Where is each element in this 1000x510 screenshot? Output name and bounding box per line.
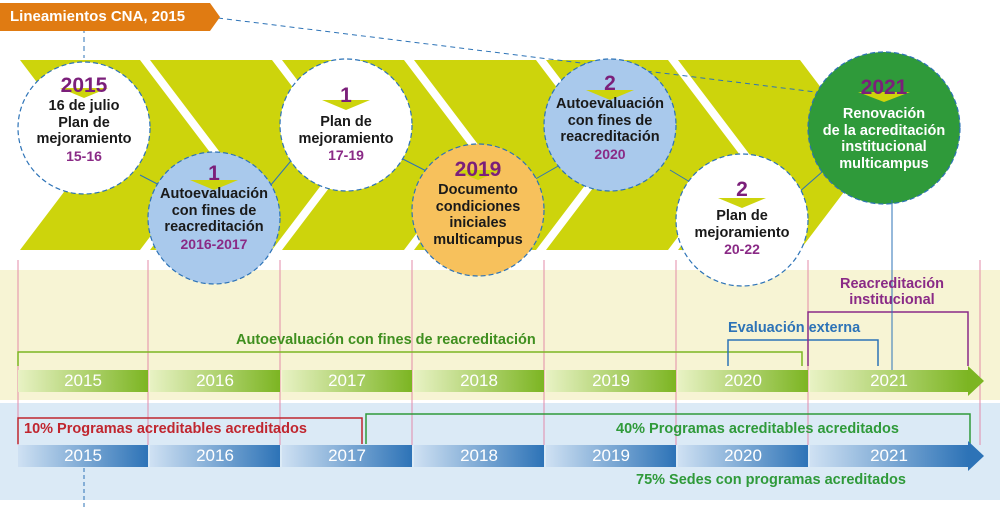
milestone-2015: 2015 16 de julio Plan de mejoramiento 15… [24,74,144,164]
blue-year-2021: 2021 [870,446,908,465]
milestone-2019: 2019 Documento condiciones iniciales mul… [418,158,538,249]
green-year-labels: 2015 2016 2017 2018 2019 2020 2021 [0,370,1000,392]
milestone-circle-autoeval-2 [543,58,677,192]
green-year-2019: 2019 [592,371,630,390]
programs-10-bracket [17,417,363,444]
sedes-75-label: 75% Sedes con programas acreditados [636,472,906,488]
milestone-line: institucional [841,139,927,156]
milestone-line: mejoramiento [298,130,394,147]
autoeval-bracket [17,351,803,366]
milestone-sub: 15-16 [66,148,102,165]
milestone-line: mejoramiento [694,224,790,241]
milestone-line: Autoevaluación [160,186,268,203]
milestone-sub: 2016-2017 [180,236,248,253]
milestone-line: Documento [438,182,518,199]
milestone-line: Plan de [320,114,372,131]
blue-year-2020: 2020 [724,446,762,465]
milestone-plan-2: 2 Plan de mejoramiento 20-22 [682,178,802,258]
milestone-line: multicampus [839,156,929,173]
milestone-circle-plan-2 [675,153,809,287]
milestone-year: 2019 [454,158,502,181]
external-eval-label: Evaluación externa [728,320,861,336]
blue-year-2016: 2016 [196,446,234,465]
milestone-autoeval-1: 1 Autoevaluación con fines de reacredita… [146,162,282,252]
green-year-2015: 2015 [64,371,102,390]
milestone-2021: 2021 Renovación de la acreditación insti… [808,76,960,173]
milestone-line: Autoevaluación [556,96,664,113]
milestone-line: condiciones [435,198,521,215]
milestone-circle-2019 [411,143,545,277]
milestone-circle-autoeval-1 [147,151,281,285]
milestone-line: multicampus [433,232,523,249]
circle-chevron-marks [60,88,910,208]
milestone-year: 2015 [60,74,108,97]
tag-connector [217,17,881,101]
cna-tag-label: Lineamientos CNA, 2015 [10,8,186,25]
programs-40-bracket [365,413,971,444]
milestone-sub: 2020 [594,146,626,163]
cna-tag [0,3,220,31]
milestone-line: iniciales [449,215,507,232]
blue-year-2019: 2019 [592,446,630,465]
milestone-line: Plan de [58,114,110,131]
reaccreditation-label: Reacreditación institucional [840,276,944,308]
green-year-2016: 2016 [196,371,234,390]
autoeval-label: Autoevaluación con fines de reacreditaci… [236,332,536,348]
green-year-2018: 2018 [460,371,498,390]
blue-year-labels: 2015 2016 2017 2018 2019 2020 2021 [0,445,1000,467]
programs-10-label: 10% Programas acreditables acreditados [24,421,307,437]
milestone-number: 1 [208,162,220,185]
blue-year-2017: 2017 [328,446,366,465]
programs-40-label: 40% Programas acreditables acreditados [616,421,899,437]
milestone-autoeval-2: 2 Autoevaluación con fines de reacredita… [542,72,678,162]
milestone-line: reacreditación [164,219,264,236]
blue-year-2015: 2015 [64,446,102,465]
milestone-line: con fines de [567,112,653,129]
green-timeline-bar [18,366,984,396]
milestone-sub: 17-19 [328,147,364,164]
blue-timeline-bar [18,441,984,471]
milestone-number: 2 [736,178,748,201]
milestone-line: Renovación [842,106,926,123]
milestone-line: Plan de [716,208,768,225]
milestone-year: 2021 [860,76,908,99]
green-year-2020: 2020 [724,371,762,390]
milestone-number: 1 [340,84,352,107]
milestone-circle-plan-1 [279,58,413,192]
blue-year-2018: 2018 [460,446,498,465]
green-year-2021: 2021 [870,371,908,390]
milestone-line: mejoramiento [36,131,132,148]
reaccreditation-bracket [807,311,969,366]
milestone-plan-1: 1 Plan de mejoramiento 17-19 [286,84,406,164]
milestone-circle-2021 [807,51,961,205]
milestone-line: 16 de julio [48,98,120,115]
milestone-line: de la acreditación [822,122,946,139]
milestone-circle-2015 [17,61,151,195]
milestone-line: con fines de [171,202,257,219]
external-eval-bracket [727,339,879,366]
milestone-sub: 20-22 [724,241,760,258]
milestone-number: 2 [604,72,616,95]
green-year-2017: 2017 [328,371,366,390]
milestone-line: reacreditación [560,129,660,146]
